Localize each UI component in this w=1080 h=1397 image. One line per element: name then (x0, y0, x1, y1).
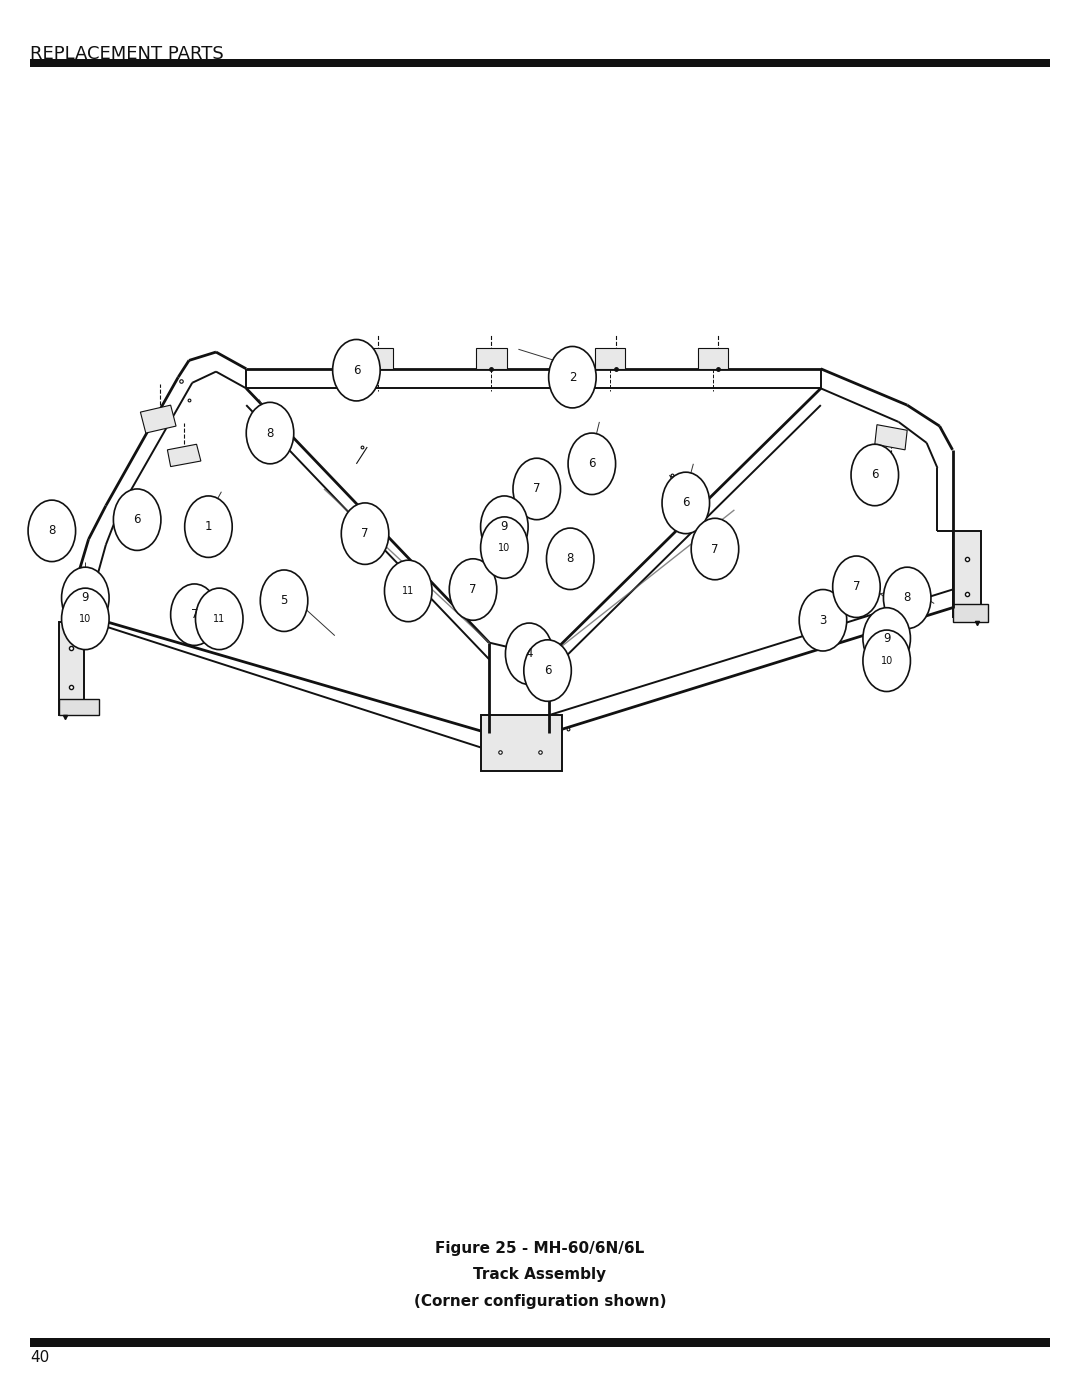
Circle shape (662, 472, 710, 534)
Text: 8: 8 (567, 552, 573, 566)
Text: 9: 9 (501, 520, 508, 534)
Text: 6: 6 (872, 468, 878, 482)
Text: 4: 4 (526, 647, 532, 661)
Text: 7: 7 (712, 542, 718, 556)
Circle shape (28, 500, 76, 562)
Circle shape (833, 556, 880, 617)
Polygon shape (59, 622, 84, 715)
Polygon shape (140, 405, 176, 433)
Text: 8: 8 (49, 524, 55, 538)
Text: 7: 7 (191, 608, 198, 622)
Circle shape (195, 588, 243, 650)
Bar (30, 59, 1050, 67)
Text: (Corner configuration shown): (Corner configuration shown) (414, 1294, 666, 1309)
Text: Track Assembly: Track Assembly (473, 1267, 607, 1282)
Text: 10: 10 (79, 613, 92, 624)
Polygon shape (875, 425, 907, 450)
Circle shape (185, 496, 232, 557)
Circle shape (851, 444, 899, 506)
Circle shape (62, 588, 109, 650)
Bar (476, 348, 507, 369)
Text: 9: 9 (82, 591, 89, 605)
Text: 11: 11 (402, 585, 415, 597)
Circle shape (546, 528, 594, 590)
Circle shape (505, 623, 553, 685)
Circle shape (113, 489, 161, 550)
Circle shape (171, 584, 218, 645)
Circle shape (863, 630, 910, 692)
Polygon shape (59, 698, 99, 715)
Text: 10: 10 (880, 655, 893, 666)
Text: 8: 8 (267, 426, 273, 440)
Circle shape (260, 570, 308, 631)
Circle shape (481, 517, 528, 578)
Polygon shape (167, 444, 201, 467)
Polygon shape (953, 531, 981, 617)
Text: 6: 6 (544, 664, 551, 678)
Bar (363, 348, 393, 369)
Bar (595, 348, 625, 369)
Bar (698, 348, 728, 369)
Circle shape (513, 458, 561, 520)
Text: 7: 7 (470, 583, 476, 597)
Polygon shape (481, 715, 562, 771)
Text: 7: 7 (534, 482, 540, 496)
Text: 6: 6 (589, 457, 595, 471)
Text: 11: 11 (213, 613, 226, 624)
Text: 2: 2 (569, 370, 576, 384)
Circle shape (883, 567, 931, 629)
Text: 6: 6 (683, 496, 689, 510)
Circle shape (449, 559, 497, 620)
Text: 6: 6 (353, 363, 360, 377)
Circle shape (481, 496, 528, 557)
Text: 7: 7 (853, 580, 860, 594)
Bar (30, 1338, 1050, 1347)
Circle shape (549, 346, 596, 408)
Text: 6: 6 (134, 513, 140, 527)
Circle shape (333, 339, 380, 401)
Circle shape (341, 503, 389, 564)
Text: 10: 10 (498, 542, 511, 553)
Circle shape (62, 567, 109, 629)
Circle shape (246, 402, 294, 464)
Circle shape (384, 560, 432, 622)
Text: 5: 5 (281, 594, 287, 608)
Circle shape (863, 608, 910, 669)
Text: Figure 25 - MH-60/6N/6L: Figure 25 - MH-60/6N/6L (435, 1241, 645, 1256)
Text: 7: 7 (362, 527, 368, 541)
Text: REPLACEMENT PARTS: REPLACEMENT PARTS (30, 45, 224, 63)
Text: 3: 3 (820, 613, 826, 627)
Circle shape (799, 590, 847, 651)
Circle shape (691, 518, 739, 580)
Text: 9: 9 (883, 631, 890, 645)
Text: 40: 40 (30, 1350, 50, 1365)
Circle shape (524, 640, 571, 701)
Circle shape (568, 433, 616, 495)
Polygon shape (953, 604, 988, 622)
Text: 8: 8 (904, 591, 910, 605)
Text: 1: 1 (205, 520, 212, 534)
